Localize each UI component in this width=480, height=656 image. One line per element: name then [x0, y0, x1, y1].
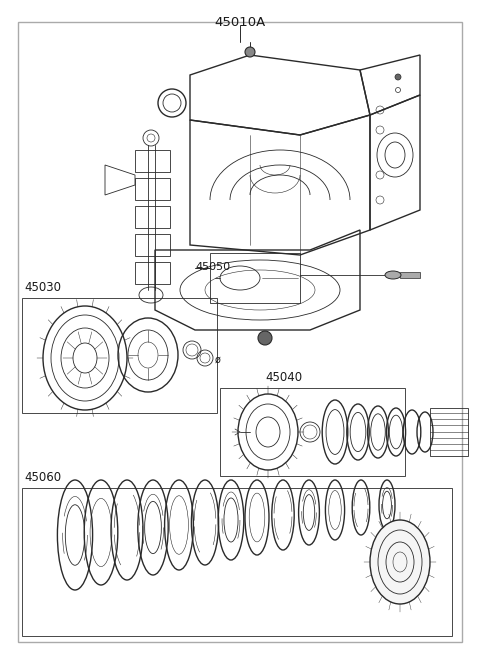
Ellipse shape: [395, 74, 401, 80]
Text: ø: ø: [215, 355, 221, 365]
Bar: [135, 234, 170, 256]
Bar: [220, 388, 405, 476]
Text: 45040: 45040: [265, 371, 302, 384]
Text: 45050: 45050: [195, 262, 230, 272]
Bar: [135, 178, 170, 200]
Ellipse shape: [370, 520, 430, 604]
Text: 45010A: 45010A: [215, 16, 265, 29]
Text: 45060: 45060: [24, 471, 61, 484]
Ellipse shape: [258, 331, 272, 345]
Ellipse shape: [385, 271, 401, 279]
Ellipse shape: [245, 47, 255, 57]
Text: 45030: 45030: [24, 281, 61, 294]
Bar: [210, 253, 300, 303]
Bar: [22, 488, 452, 636]
Bar: [400, 272, 420, 278]
Bar: [22, 298, 217, 413]
Bar: [135, 150, 170, 172]
Bar: [135, 262, 170, 284]
Bar: [135, 206, 170, 228]
Bar: [430, 408, 468, 456]
